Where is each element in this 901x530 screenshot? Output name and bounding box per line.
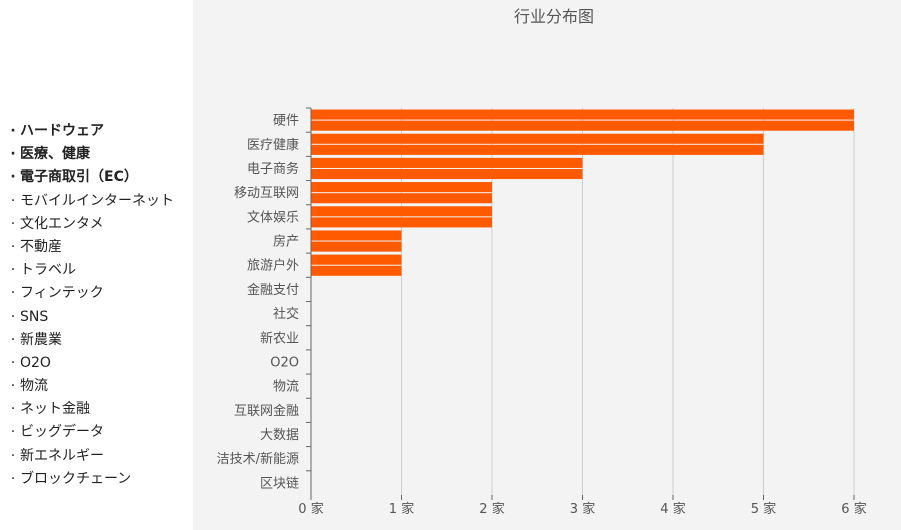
bullet-icon: · [10,238,16,255]
y-category-label: 文体娱乐 [247,210,299,225]
bullet-icon: · [10,192,16,209]
bullet-icon: · [10,470,16,487]
industry-list-item: · 不動産 [6,236,174,259]
industry-list-label: 新エネルギー [20,447,104,464]
industry-list-label: 文化エンタメ [20,215,104,232]
bar [311,182,492,193]
bar [311,217,492,228]
industry-list-label: フィンテック [20,285,104,302]
industry-list-item: · O2O [6,352,174,375]
bullet-icon: · [10,169,16,186]
industry-list-label: SNS [20,308,49,325]
industry-list-item: · 医療、健康 [6,143,174,166]
bar [311,230,402,241]
y-category-label: 社交 [273,306,299,322]
x-tick-label: 5 家 [751,501,776,517]
bullet-icon: · [10,354,16,371]
bar-chart: 行业分布图 硬件医疗健康电子商务移动互联网文体娱乐房产旅游户外金融支付社交新农业… [217,7,867,517]
bullet-icon: · [10,285,16,302]
chart-panel: 行业分布图 硬件医疗健康电子商务移动互联网文体娱乐房产旅游户外金融支付社交新农业… [193,0,901,530]
industry-list-item: · 新農業 [6,329,174,352]
y-category-label: 互联网金融 [234,403,299,419]
x-tick-label: 2 家 [479,501,504,517]
y-category-label: O2O [270,355,299,370]
bar [311,109,854,120]
y-category-label: 旅游户外 [247,258,299,274]
chart-title: 行业分布图 [514,7,594,26]
bullet-icon: · [10,262,16,279]
industry-list-label: 電子商取引（EC） [20,169,138,186]
y-category-label: 电子商务 [247,161,299,177]
bullet-icon: · [10,401,16,418]
industry-list-item: · フィンテック [6,282,174,305]
x-tick-label: 6 家 [841,501,866,517]
industry-list-label: トラベル [20,262,76,279]
y-category-label: 大数据 [260,428,299,443]
x-tick-label: 4 家 [660,501,685,517]
x-tick-label: 3 家 [570,501,595,517]
industry-list-item: · SNS [6,306,174,329]
bar [311,265,402,276]
industry-list-label: ブロックチェーン [20,470,132,487]
bullet-icon: · [10,215,16,232]
industry-list-item: · 文化エンタメ [6,213,174,236]
industry-list-item: · トラベル [6,259,174,282]
bar [311,206,492,217]
industry-list: · ハードウェア · 医療、健康 · 電子商取引（EC） · モバイルインターネット · 文化エン… [6,120,174,491]
bar [311,120,854,131]
industry-list-item: · ブロックチェーン [6,468,174,491]
y-category-label: 移动互联网 [234,186,299,201]
bar [311,157,583,168]
industry-list-label: 物流 [20,378,48,395]
y-category-label: 金融支付 [247,282,299,298]
industry-list-label: ハードウェア [20,123,104,139]
bullet-icon: · [10,308,16,325]
industry-list-item: · ビッグデータ [6,421,174,444]
bullet-icon: · [10,123,16,139]
industry-list-label: 医療、健康 [20,146,90,163]
bar [311,133,764,144]
y-category-label: 医疗健康 [247,137,299,153]
industry-list-label: O2O [20,354,51,371]
industry-list-item: · 新エネルギー [6,445,174,468]
bar [311,168,583,180]
y-category-label: 洁技术/新能源 [217,451,299,467]
industry-list-label: ビッグデータ [20,424,104,441]
industry-list-label: 新農業 [20,331,62,348]
y-category-label: 房产 [273,234,299,250]
y-category-label: 新农业 [260,330,299,346]
bar [311,241,402,252]
bar [311,193,492,204]
industry-list-item: · ハードウェア [6,120,174,143]
industry-list-item: · 電子商取引（EC） [6,166,174,189]
y-category-label: 物流 [273,380,299,395]
bullet-icon: · [10,331,16,348]
x-tick-label: 1 家 [389,501,414,517]
industry-list-item: · 物流 [6,375,174,398]
bullet-icon: · [10,447,16,464]
industry-list-item: · モバイルインターネット [6,190,174,213]
bar [311,254,402,265]
bullet-icon: · [10,424,16,441]
bar [311,144,764,155]
industry-list-label: モバイルインターネット [20,192,174,209]
industry-list-label: 不動産 [20,238,62,255]
x-tick-label: 0 家 [298,501,323,517]
industry-list-item: · ネット金融 [6,398,174,421]
bullet-icon: · [10,378,16,395]
industry-list-label: ネット金融 [20,401,90,418]
y-category-label: 硬件 [273,114,299,129]
y-category-label: 区块链 [260,476,299,491]
bullet-icon: · [10,146,16,163]
